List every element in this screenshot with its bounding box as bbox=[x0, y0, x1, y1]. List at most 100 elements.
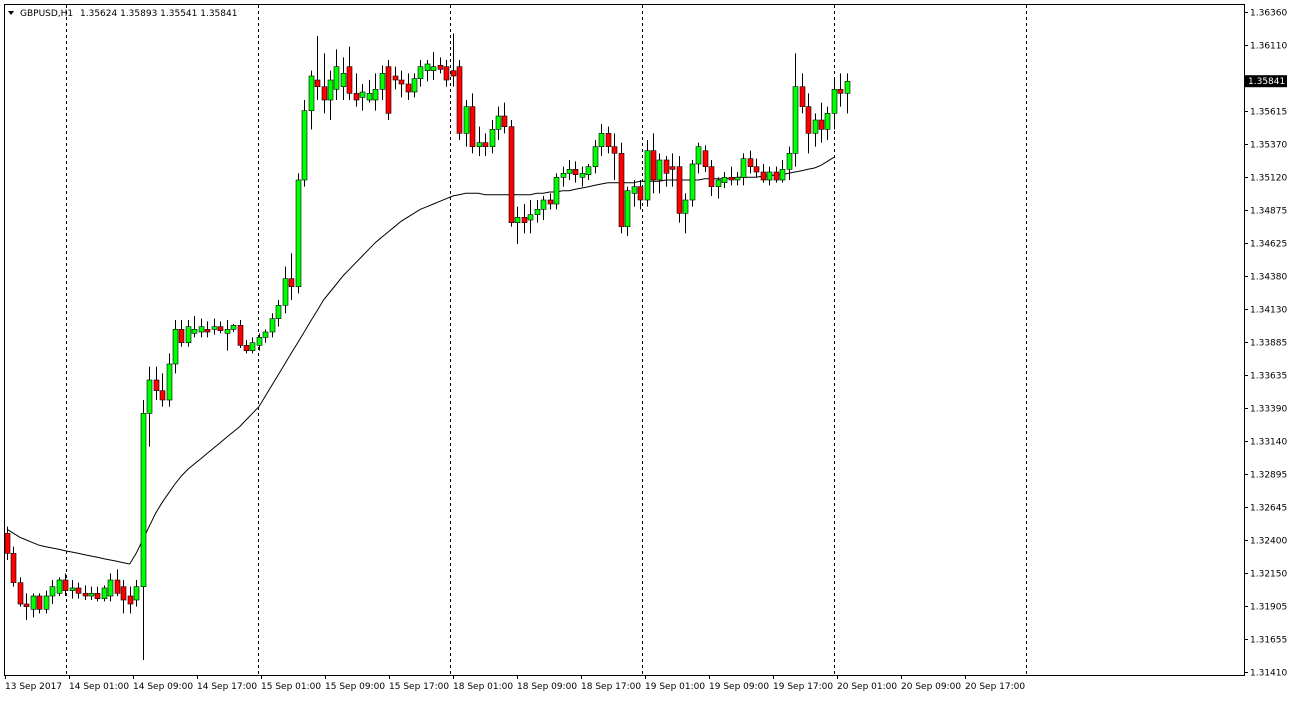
x-tick-label: 15 Sep 01:00 bbox=[261, 682, 321, 692]
candle-body bbox=[656, 159, 663, 181]
candle-body bbox=[585, 166, 592, 175]
candle bbox=[831, 80, 838, 130]
candle bbox=[812, 113, 819, 147]
candle bbox=[450, 33, 457, 87]
candle bbox=[682, 193, 689, 234]
candle-body bbox=[702, 150, 709, 167]
candle-body bbox=[107, 579, 114, 597]
candle bbox=[191, 316, 198, 338]
candle bbox=[463, 100, 470, 147]
candle-body bbox=[689, 163, 696, 201]
candle-body bbox=[495, 115, 502, 130]
candle bbox=[269, 313, 276, 338]
candle-body bbox=[430, 66, 437, 71]
candle-body bbox=[669, 166, 676, 170]
candle bbox=[23, 593, 30, 620]
candle-body bbox=[631, 186, 638, 194]
candle-body bbox=[185, 326, 192, 343]
candle-body bbox=[611, 146, 618, 154]
candle bbox=[566, 160, 573, 180]
candle bbox=[211, 318, 218, 335]
candle bbox=[631, 180, 638, 207]
candle bbox=[476, 126, 483, 156]
candle-body bbox=[43, 595, 50, 610]
candle-body bbox=[417, 66, 424, 79]
candle-body bbox=[818, 119, 825, 130]
candle-body bbox=[553, 177, 560, 205]
candle bbox=[456, 60, 463, 140]
candle bbox=[779, 160, 786, 183]
candle-body bbox=[295, 179, 302, 287]
candle-body bbox=[799, 86, 806, 107]
candle-body bbox=[140, 413, 147, 587]
x-tick-label: 18 Sep 17:00 bbox=[581, 682, 641, 692]
candle-body bbox=[592, 146, 599, 167]
y-tick-label: 1.33885 bbox=[1250, 339, 1287, 349]
candle bbox=[669, 153, 676, 187]
candle-body bbox=[489, 129, 496, 147]
candle-body bbox=[650, 150, 657, 181]
candle-body bbox=[812, 119, 819, 134]
candle bbox=[308, 70, 315, 130]
candle bbox=[534, 200, 541, 223]
candle bbox=[75, 582, 82, 599]
candle bbox=[275, 300, 282, 327]
candle-body bbox=[385, 66, 392, 114]
candle bbox=[392, 66, 399, 90]
candle-body bbox=[766, 171, 773, 181]
candle bbox=[295, 173, 302, 294]
y-tick-label: 1.35120 bbox=[1250, 174, 1287, 184]
candle-body bbox=[82, 593, 89, 597]
x-tick-label: 19 Sep 17:00 bbox=[773, 682, 833, 692]
candle-body bbox=[476, 142, 483, 147]
candle bbox=[482, 133, 489, 156]
candle-body bbox=[644, 150, 651, 201]
candle bbox=[56, 577, 63, 596]
candle-body bbox=[321, 86, 328, 101]
candle-body bbox=[172, 329, 179, 365]
candle-body bbox=[792, 86, 799, 154]
y-tick-label: 1.34380 bbox=[1250, 273, 1287, 283]
candle-body bbox=[514, 217, 521, 223]
candle bbox=[734, 172, 741, 186]
candle-body bbox=[450, 70, 457, 77]
candle bbox=[728, 166, 735, 186]
candle-body bbox=[605, 133, 612, 147]
candle-body bbox=[249, 342, 256, 351]
y-tick-label: 1.33635 bbox=[1250, 372, 1287, 382]
candle bbox=[359, 84, 366, 111]
candle-body bbox=[314, 79, 321, 87]
candle bbox=[650, 133, 657, 194]
candle-body bbox=[120, 586, 127, 601]
candle bbox=[398, 70, 405, 98]
candle bbox=[69, 580, 76, 599]
candle-body bbox=[288, 278, 295, 287]
dropdown-triangle-icon[interactable] bbox=[8, 11, 14, 15]
candle-body bbox=[346, 66, 353, 94]
candle-body bbox=[721, 177, 728, 183]
candle bbox=[101, 585, 108, 602]
candle-body bbox=[392, 75, 399, 81]
candle bbox=[740, 153, 747, 186]
candle-body bbox=[527, 214, 534, 221]
candle-body bbox=[624, 190, 631, 227]
candle-body bbox=[10, 553, 17, 583]
candle-body bbox=[153, 379, 160, 391]
candle-body bbox=[282, 278, 289, 306]
candle-body bbox=[844, 81, 851, 94]
candle bbox=[469, 93, 476, 154]
candle bbox=[282, 266, 289, 314]
candle bbox=[676, 156, 683, 223]
candle bbox=[178, 320, 185, 347]
candle bbox=[624, 186, 631, 236]
candle bbox=[766, 166, 773, 186]
y-tick-label: 1.36360 bbox=[1250, 9, 1287, 19]
x-tick-label: 14 Sep 17:00 bbox=[197, 682, 257, 692]
candle-body bbox=[133, 586, 140, 601]
candle bbox=[747, 150, 754, 174]
y-tick-label: 1.32645 bbox=[1250, 504, 1287, 514]
candle-body bbox=[398, 79, 405, 85]
